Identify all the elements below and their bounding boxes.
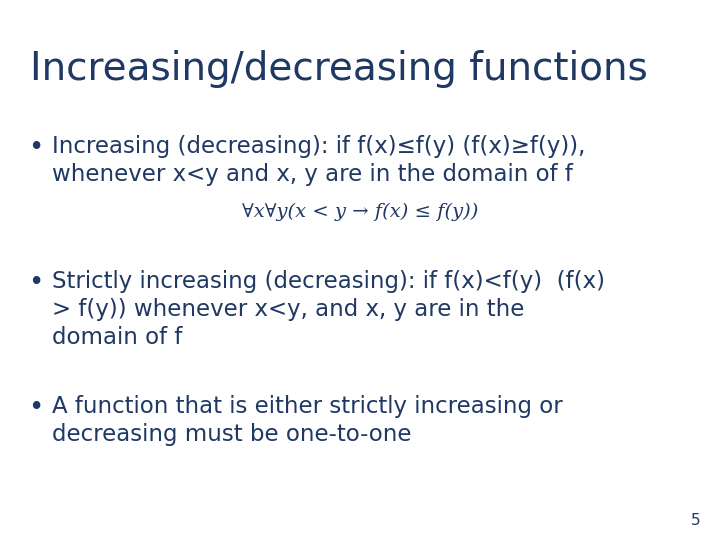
Text: ∀x∀y(x < y → f(x) ≤ f(y)): ∀x∀y(x < y → f(x) ≤ f(y)) [242, 203, 478, 221]
Text: Strictly increasing (decreasing): if f(x)<f(y)  (f(x): Strictly increasing (decreasing): if f(x… [52, 270, 605, 293]
Text: > f(y)) whenever x<y, and x, y are in the: > f(y)) whenever x<y, and x, y are in th… [52, 298, 524, 321]
Text: A function that is either strictly increasing or: A function that is either strictly incre… [52, 395, 563, 418]
Text: decreasing must be one-to-one: decreasing must be one-to-one [52, 423, 412, 446]
Text: •: • [28, 270, 43, 296]
Text: Increasing (decreasing): if f(x)≤f(y) (f(x)≥f(y)),: Increasing (decreasing): if f(x)≤f(y) (f… [52, 135, 585, 158]
Text: whenever x<y and x, y are in the domain of f: whenever x<y and x, y are in the domain … [52, 163, 573, 186]
Text: Increasing/decreasing functions: Increasing/decreasing functions [30, 50, 648, 88]
Text: domain of f: domain of f [52, 326, 182, 349]
Text: •: • [28, 135, 43, 161]
Text: 5: 5 [690, 513, 700, 528]
Text: •: • [28, 395, 43, 421]
